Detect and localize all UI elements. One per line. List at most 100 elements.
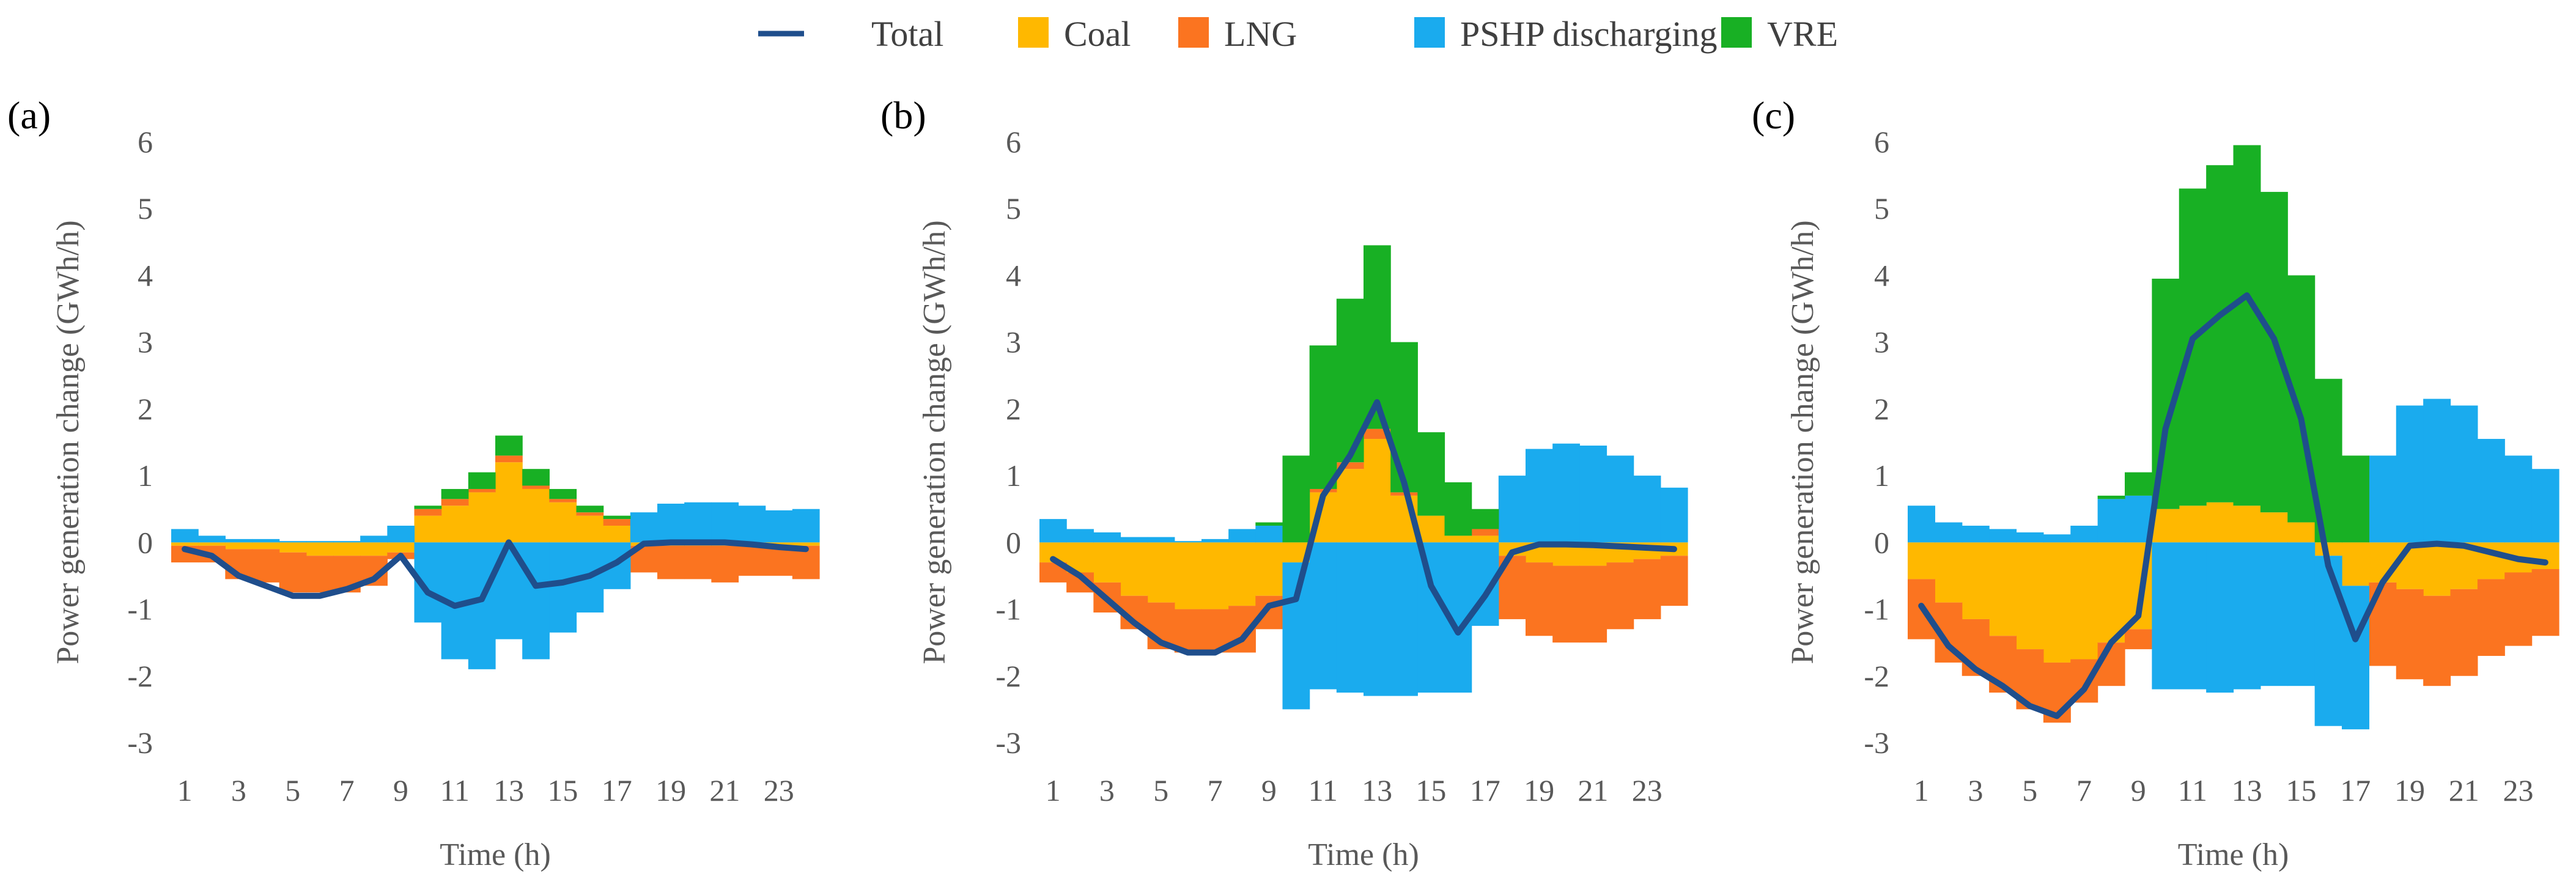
x-tick-label: 17 (1470, 773, 1500, 807)
bar-pshp-h8 (2097, 499, 2125, 543)
y-tick-label: 2 (1874, 392, 1889, 426)
bar-pshp-h21 (2450, 405, 2478, 543)
bar-coal-h4 (252, 542, 280, 550)
legend-item-coal: Coal (1018, 14, 1131, 54)
x-tick-label: 7 (339, 773, 355, 807)
bar-coal-h6 (2043, 542, 2071, 663)
bar-pshp-h10 (2152, 542, 2180, 690)
bar-vre-h14 (1390, 342, 1418, 493)
bar-coal-h6 (1174, 542, 1202, 609)
bar-pshp-h20 (2423, 399, 2451, 543)
bar-pshp-h20 (1552, 443, 1580, 543)
y-tick-label: 2 (1006, 392, 1021, 426)
y-tick-label: 5 (138, 191, 153, 226)
bar-pshp-h5 (1147, 537, 1175, 543)
bar-coal-h17 (603, 526, 631, 543)
x-tick-label: 1 (177, 773, 193, 807)
legend-label-pshp: PSHP discharging (1460, 14, 1718, 54)
bar-coal-h7 (2070, 542, 2098, 660)
bar-pshp-h22 (738, 506, 766, 543)
bar-pshp-h7 (2070, 526, 2098, 543)
y-tick-label: 4 (138, 258, 153, 292)
bar-coal-h3 (1962, 542, 1990, 619)
bar-pshp-h23 (1633, 476, 1661, 543)
bar-lng-h22 (1606, 562, 1634, 630)
bar-pshp-h5 (2016, 532, 2044, 543)
x-axis-title: Time (h) (440, 837, 551, 872)
legend-label-coal: Coal (1064, 14, 1131, 54)
x-tick-label: 11 (440, 773, 470, 807)
bar-coal-h3 (225, 542, 253, 550)
bar-pshp-h21 (1579, 445, 1607, 543)
bar-coal-h9 (1255, 542, 1283, 596)
bar-vre-h10 (1282, 455, 1310, 543)
bar-coal-h1 (1908, 542, 1935, 579)
y-tick-label: 4 (1874, 258, 1889, 292)
bar-lng-h12 (468, 488, 496, 493)
x-tick-label: 19 (2394, 773, 2425, 807)
legend-item-total: Total (758, 14, 943, 54)
bar-coal-h13 (1364, 439, 1391, 543)
bar-pshp-h11 (1309, 542, 1337, 690)
bar-pshp-h14 (2260, 542, 2288, 686)
x-tick-label: 19 (1524, 773, 1554, 807)
bar-vre-h9 (2125, 472, 2152, 496)
bar-pshp-h24 (792, 509, 820, 543)
bar-pshp-h3 (1962, 526, 1990, 543)
bar-vre-h17 (1471, 509, 1499, 529)
bar-pshp-h18 (1498, 476, 1526, 543)
bar-pshp-h19 (2396, 405, 2424, 543)
legend-item-lng: LNG (1178, 14, 1297, 54)
bar-pshp-h7 (333, 541, 361, 543)
bar-pshp-h5 (279, 541, 307, 543)
y-tick-label: 3 (1874, 325, 1889, 359)
y-tick-label: 2 (138, 392, 153, 426)
bar-pshp-h21 (711, 502, 739, 543)
bar-vre-h11 (1309, 345, 1337, 489)
bar-lng-h23 (2504, 572, 2533, 646)
bar-lng-h21 (2450, 589, 2478, 676)
bar-vre-h13 (1364, 245, 1391, 429)
bar-vre-h15 (1417, 432, 1445, 516)
y-tick-label: 0 (1874, 525, 1889, 559)
bar-coal-h7 (1201, 542, 1229, 609)
x-tick-label: 17 (602, 773, 632, 807)
y-axis-title: Power generation change (GWh/h) (1785, 220, 1820, 664)
bar-lng-h17 (1471, 529, 1499, 536)
x-tick-label: 13 (1362, 773, 1392, 807)
y-tick-label: 1 (1874, 458, 1889, 493)
x-tick-label: 17 (2340, 773, 2371, 807)
bar-coal-h8 (2097, 542, 2125, 643)
bar-coal-h15 (2287, 522, 2316, 543)
bar-pshp-h6 (306, 541, 334, 543)
bar-coal-h12 (2206, 502, 2234, 543)
bar-pshp-h6 (1174, 541, 1202, 543)
bar-lng-h13 (495, 455, 523, 463)
x-tick-label: 3 (1968, 773, 1983, 807)
bar-vre-h8 (2097, 495, 2125, 499)
bar-lng-h20 (2423, 595, 2451, 686)
bar-pshp-h4 (252, 539, 280, 543)
y-tick-label: 1 (138, 458, 153, 493)
bar-pshp-h20 (684, 502, 712, 543)
y-tick-label: -3 (995, 726, 1021, 760)
bar-coal-h12 (1336, 469, 1364, 543)
bar-lng-h19 (2396, 589, 2424, 680)
x-tick-label: 23 (764, 773, 794, 807)
x-tick-label: 15 (2286, 773, 2316, 807)
panel-label: (c) (1752, 94, 1795, 137)
bar-coal-h2 (1935, 542, 1963, 603)
bar-coal-h14 (522, 488, 550, 543)
x-tick-label: 21 (2449, 773, 2479, 807)
bar-pshp-h13 (1364, 542, 1391, 696)
bar-pshp-h15 (549, 542, 577, 633)
bar-pshp-h4 (1989, 529, 2017, 543)
bar-vre-h12 (468, 472, 496, 489)
bar-lng-h22 (738, 545, 766, 576)
x-tick-label: 23 (2503, 773, 2533, 807)
y-tick-label: -2 (127, 659, 153, 693)
bar-lng-h15 (549, 499, 577, 502)
bar-pshp-h23 (765, 510, 793, 543)
legend-swatch-vre (1721, 17, 1752, 48)
